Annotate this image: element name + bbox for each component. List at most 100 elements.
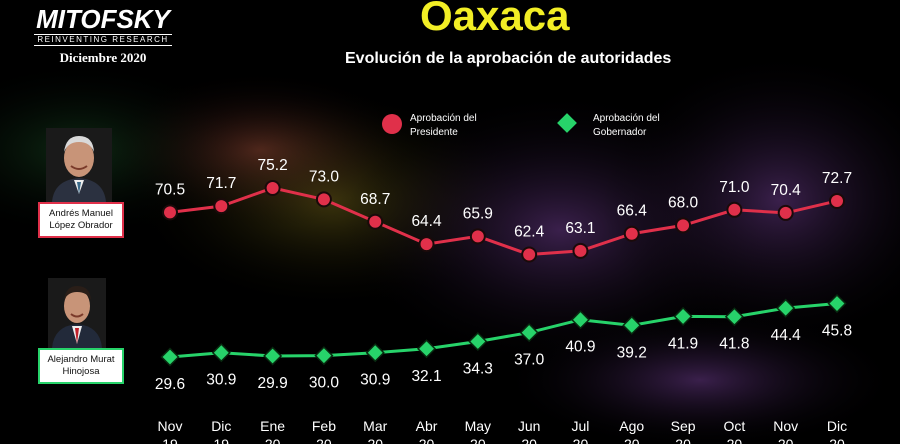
president-value-label: 66.4 [617,203,648,220]
page-subtitle: Evolución de la aprobación de autoridade… [345,50,672,67]
x-tick-year: 20 [573,436,589,444]
president-point [726,201,743,218]
x-tick-year: 20 [470,436,486,444]
president-value-label: 75.2 [258,157,288,174]
x-tick-month: Nov [773,418,798,434]
page-title: Oaxaca [420,0,570,39]
president-value-label: 68.7 [360,191,390,208]
governor-point [365,343,385,363]
president-value-label: 68.0 [668,194,699,211]
x-tick-year: 20 [419,436,435,444]
chart-legend: Aprobación del Presidente Aprobación del… [382,113,660,138]
governor-point [827,293,847,314]
president-value-label: 70.4 [771,182,802,199]
governor-point [416,339,437,359]
president-point [315,191,332,208]
president-point [367,213,384,230]
mitofsky-logo: MITOFSKY REINVENTING RESEARCH Diciembre … [28,4,178,66]
president-point [469,228,486,245]
legend-president-marker [382,114,402,134]
governor-name-line1: Alejandro Murat [47,354,115,365]
legend-governor-marker [557,113,577,133]
report-date: Diciembre 2020 [59,50,147,65]
x-tick-month: Ene [260,418,285,434]
president-point [675,217,692,234]
president-value-label: 70.5 [155,181,185,198]
president-point [521,246,538,263]
legend-governor-line1: Aprobación del [593,113,660,124]
governor-name-line2: Hinojosa [62,366,100,377]
president-point [418,236,435,253]
governor-point [776,298,796,318]
x-tick-year: 20 [624,436,640,444]
x-tick-year: 20 [367,436,383,444]
legend-president-line2: Presidente [410,127,458,138]
governor-value-label: 34.3 [463,360,493,377]
governor-point [570,310,591,330]
x-tick-month: May [465,418,491,434]
governor-point [673,306,693,326]
x-tick-year: 20 [521,436,537,444]
x-tick-year: 19 [162,436,178,444]
governor-value-label: 29.9 [258,375,288,392]
x-tick-year: 20 [727,436,743,444]
president-value-label: 71.7 [206,175,236,192]
x-tick-year: 20 [778,436,794,444]
president-name-line2: López Obrador [49,220,113,231]
legend-governor-line2: Gobernador [593,127,647,138]
president-name-line1: Andrés Manuel [49,208,113,219]
x-tick-month: Dic [827,418,847,434]
president-value-label: 73.0 [309,168,340,185]
x-tick-year: 20 [316,436,332,444]
president-point [213,198,230,215]
governor-value-label: 40.9 [565,339,595,356]
x-tick-month: Ago [619,418,644,434]
president-point [777,204,794,221]
governor-value-label: 32.1 [411,368,441,385]
president-value-label: 63.1 [565,220,595,237]
legend-president-line1: Aprobación del [410,113,477,124]
x-tick-month: Dic [211,418,231,434]
x-tick-month: Sep [671,418,696,434]
governor-value-label: 41.9 [668,335,698,352]
president-point [572,242,589,259]
x-tick-year: 20 [265,436,281,444]
president-value-label: 64.4 [411,213,442,230]
governor-value-label: 39.2 [617,344,647,361]
governor-portrait [48,278,106,348]
x-tick-year: 20 [829,436,845,444]
president-point [162,204,178,221]
x-tick-year: 20 [675,436,691,444]
governor-value-label: 37.0 [514,352,545,369]
x-tick-month: Jul [572,418,590,434]
x-tick-month: Abr [416,418,438,434]
president-point [623,225,640,242]
governor-value-label: 45.8 [822,323,852,340]
governor-value-label: 44.4 [771,327,802,344]
president-point [829,192,845,209]
governor-value-label: 29.6 [155,376,185,393]
governor-point [519,323,539,343]
president-value-label: 65.9 [463,205,493,222]
governor-value-label: 30.9 [360,372,390,389]
president-value-label: 62.4 [514,224,545,241]
governor-value-label: 30.9 [206,372,236,389]
president-value-label: 71.0 [719,179,750,196]
logo-tagline: REINVENTING RESEARCH [34,34,172,46]
president-name-box: Andrés Manuel López Obrador [38,202,124,238]
governor-name-box: Alejandro Murat Hinojosa [38,348,124,384]
logo-brand: MITOFSKY [36,4,170,34]
governor-value-label: 30.0 [309,375,340,392]
governor-value-label: 41.8 [719,336,749,353]
president-point [264,179,281,196]
governor-point [468,331,488,352]
president-series-line [169,186,838,257]
governor-point [724,307,744,327]
governor-point [211,343,231,363]
x-tick-month: Jun [518,418,541,434]
governor-point [314,346,334,366]
president-portrait [46,128,112,202]
governor-point [263,346,283,366]
